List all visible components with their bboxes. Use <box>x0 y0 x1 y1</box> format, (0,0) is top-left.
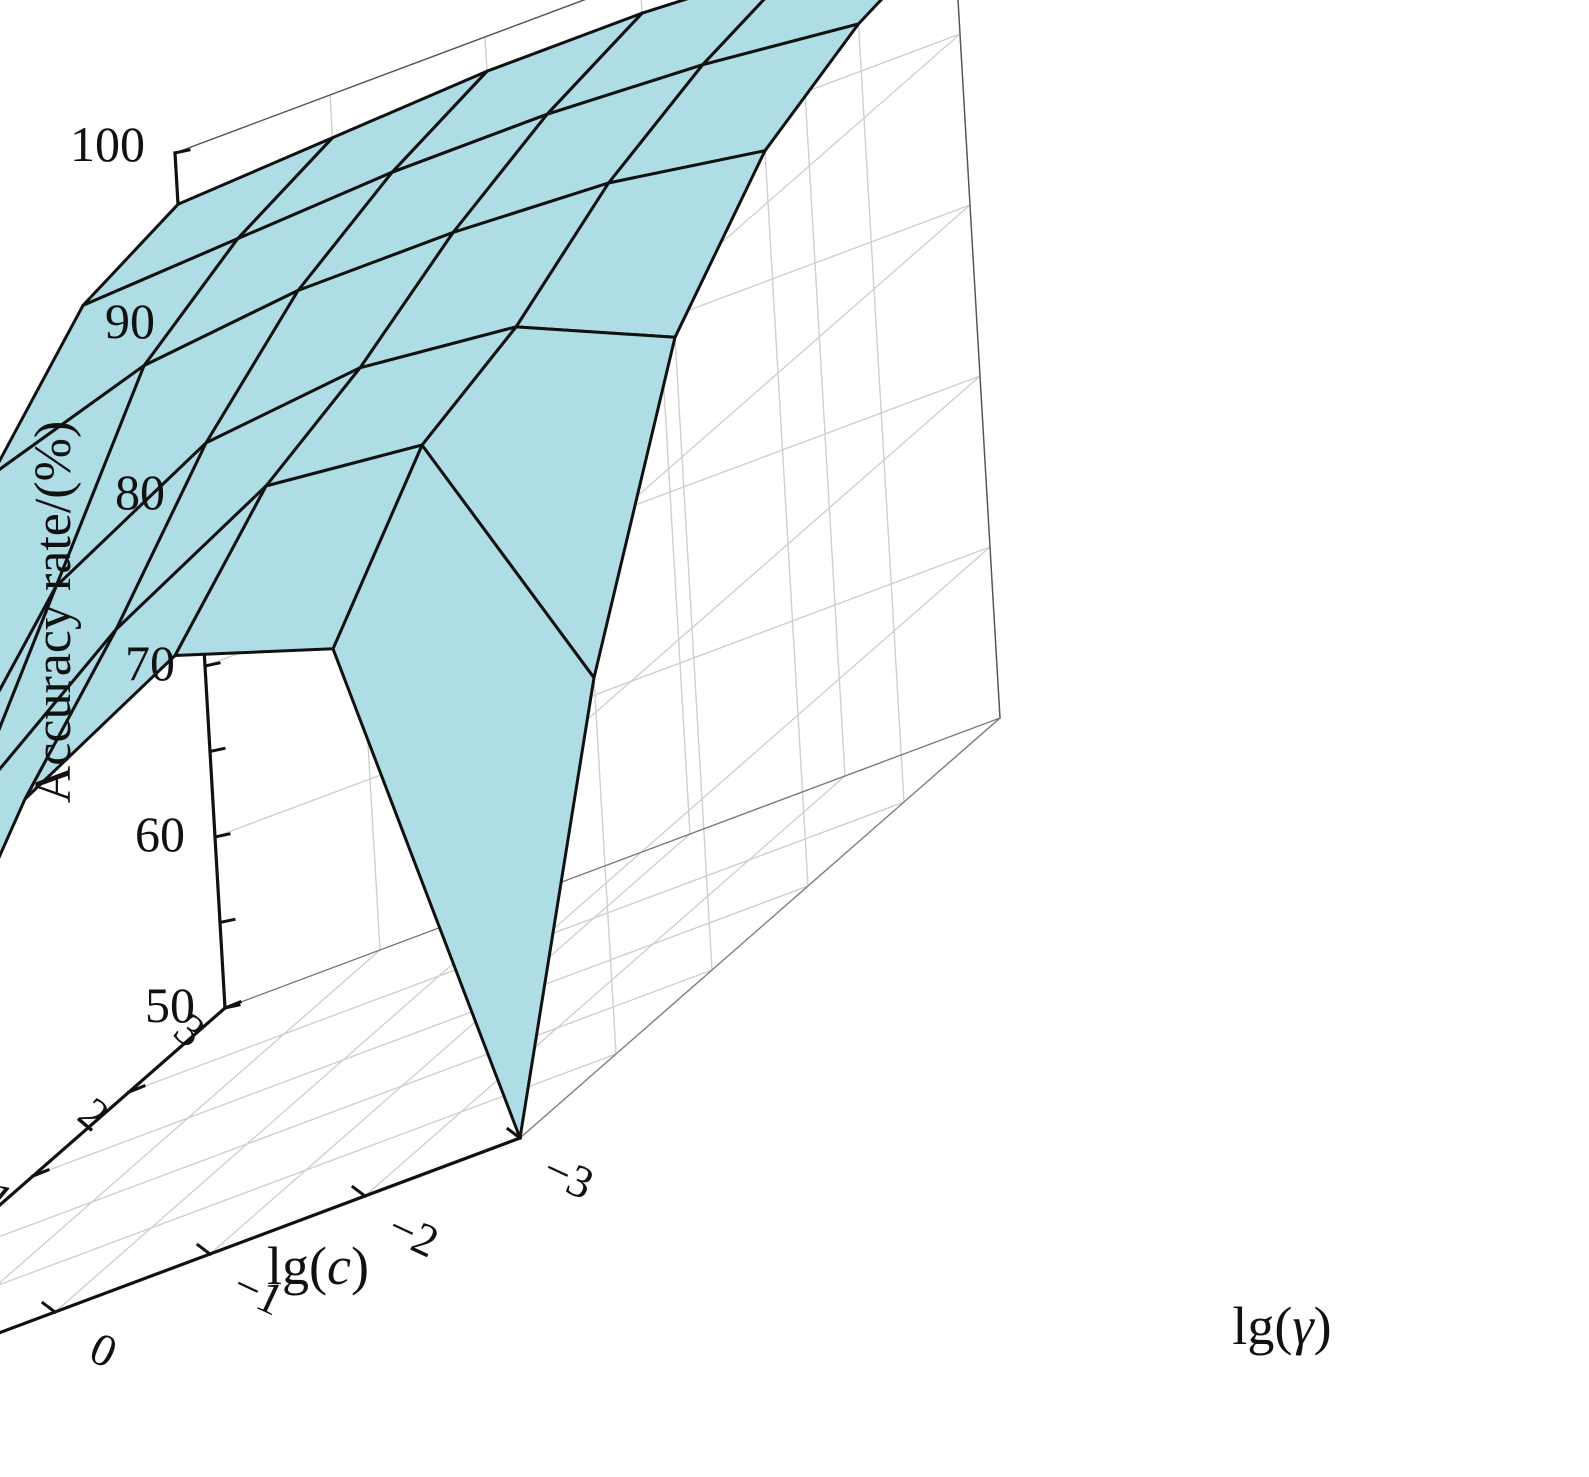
gridline-g-wall <box>957 0 1001 719</box>
box-edge <box>957 0 1001 719</box>
g-tick-label: −2 <box>381 1200 447 1267</box>
z-tick <box>218 917 236 925</box>
gridline-g-wall <box>798 0 846 777</box>
gridline-floor-c <box>0 1053 617 1286</box>
gridline-floor-g <box>209 833 691 1255</box>
box-edge <box>174 0 586 154</box>
x-axis-title: lg(c) <box>267 1236 369 1296</box>
g-tick-label: 0 <box>82 1322 124 1378</box>
surface-patch <box>0 628 118 859</box>
z-tick <box>173 148 191 155</box>
y-axis-title: lg(γ) <box>1232 1296 1331 1356</box>
g-tick <box>350 1184 368 1199</box>
z-axis-title: Accuracy rate/(%) <box>25 421 82 804</box>
surface-layer <box>0 0 884 1140</box>
z-tick-label: 80 <box>115 464 165 520</box>
gridline-c-wall <box>957 0 1001 719</box>
gridline-floor-g <box>0 949 381 1284</box>
z-tick <box>203 661 221 668</box>
g-tick <box>40 1300 58 1315</box>
z-tick-label: 60 <box>135 806 185 862</box>
gridline-z <box>214 546 991 838</box>
g-axis-line <box>0 1135 523 1335</box>
c-axis-line <box>0 1005 228 1208</box>
z-tick <box>208 746 226 754</box>
gridline-floor-g <box>364 775 846 1197</box>
g-tick-label: −3 <box>536 1142 602 1209</box>
gridline-floor-c <box>32 885 809 1177</box>
z-tick-label: 90 <box>105 293 155 349</box>
c-tick <box>127 1084 146 1094</box>
z-tick-label: 70 <box>125 635 175 691</box>
z-tick-label: 100 <box>70 116 145 172</box>
box-edge <box>519 717 1001 1139</box>
gridline-floor-c <box>0 969 713 1238</box>
g-tick <box>195 1242 213 1257</box>
c-tick <box>31 1168 50 1178</box>
c-tick <box>223 1000 242 1010</box>
gridline-floor-g <box>0 1007 226 1206</box>
gridline-c-wall <box>856 0 905 803</box>
surface-patch <box>0 584 58 731</box>
gridline-z <box>509 546 991 968</box>
box-edge <box>224 717 1001 1009</box>
z-tick <box>213 832 231 839</box>
c-tick-label: 2 <box>69 1087 119 1141</box>
gridline-c-wall <box>757 30 809 887</box>
c-tick-label: 1 <box>0 1171 23 1225</box>
z-tick-label: 50 <box>145 977 195 1033</box>
